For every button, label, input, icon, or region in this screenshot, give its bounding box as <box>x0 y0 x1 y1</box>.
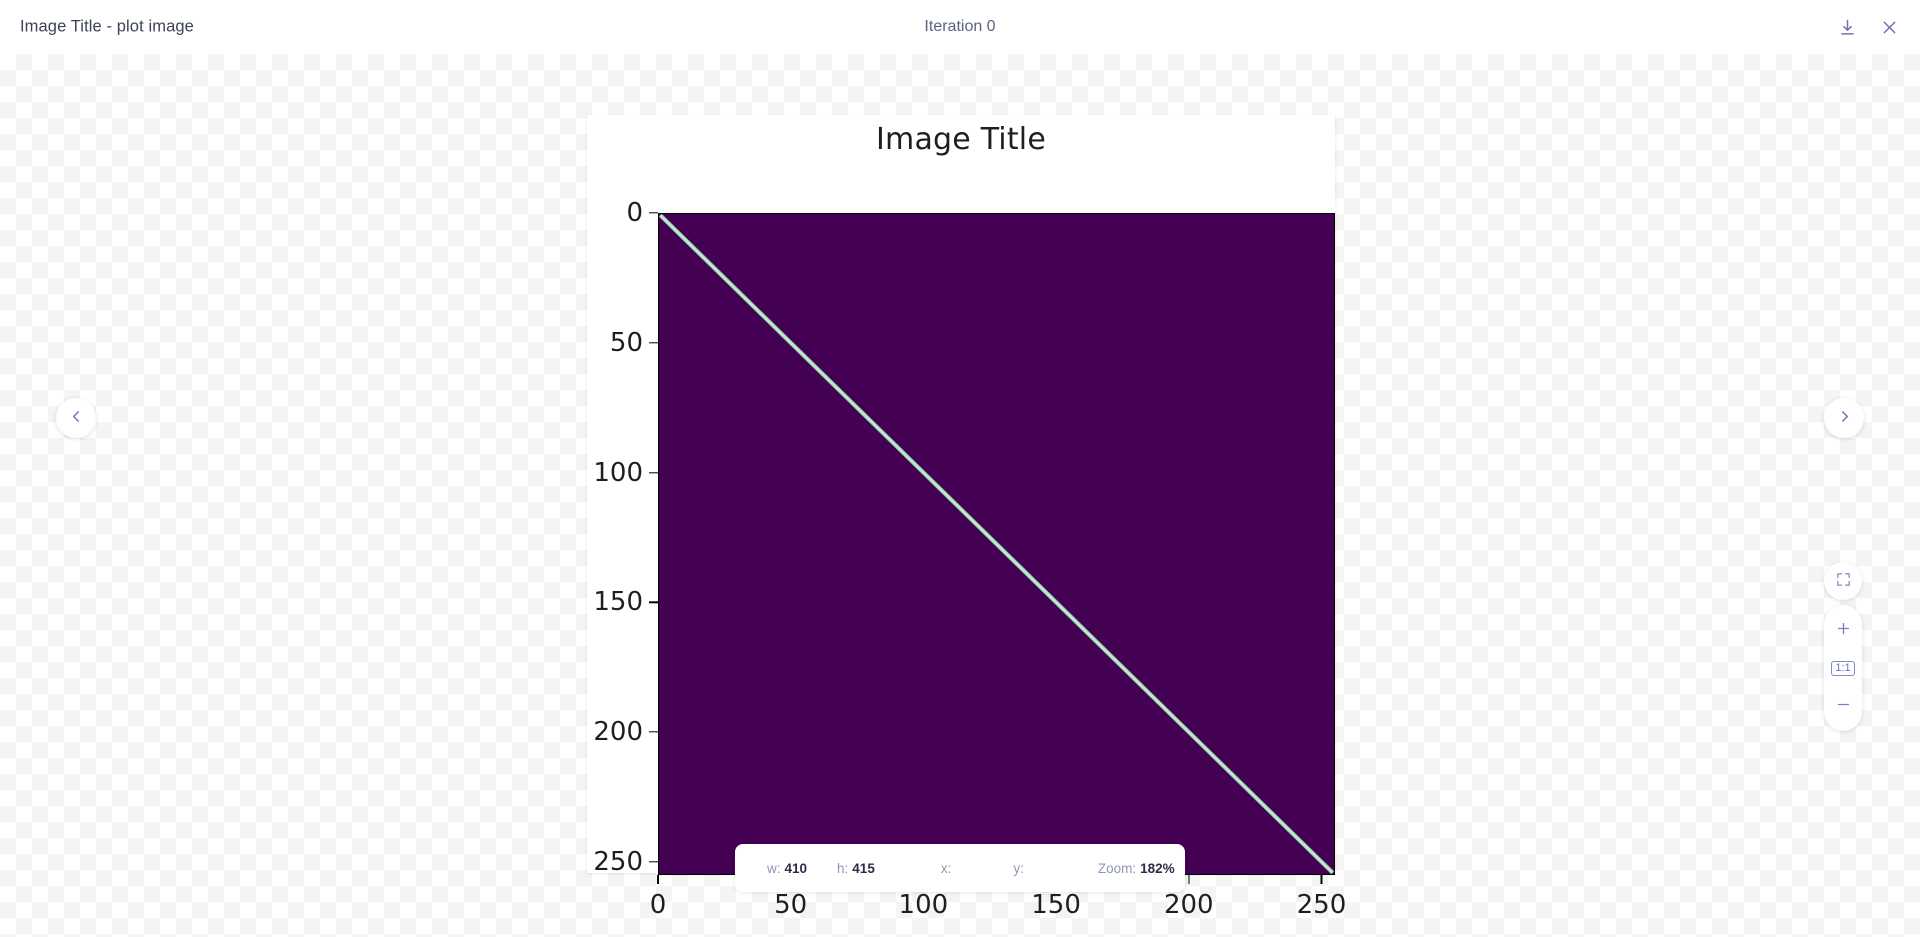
viewer-header: Image Title - plot image Iteration 0 <box>0 0 1920 54</box>
zoom-out-button[interactable] <box>1824 687 1862 725</box>
zoom-controls: 1:1 <box>1824 605 1862 731</box>
status-zoom-value: 182% <box>1140 860 1175 876</box>
chevron-left-icon <box>68 408 85 428</box>
close-button[interactable] <box>1872 10 1906 44</box>
status-width-value: 410 <box>784 860 808 876</box>
status-y: y: <box>1013 861 1028 876</box>
ytick-label: 0 <box>626 198 658 228</box>
status-zoom-key: Zoom: <box>1097 860 1137 876</box>
status-y-key: y: <box>1013 860 1024 876</box>
xtick-label: 200 <box>1164 875 1214 920</box>
heatmap-plot-area <box>658 213 1335 875</box>
previous-image-button[interactable] <box>56 398 96 438</box>
fit-to-screen-button[interactable] <box>1824 562 1862 600</box>
one-to-one-icon: 1:1 <box>1831 660 1855 676</box>
header-actions <box>1830 10 1906 44</box>
close-icon <box>1880 18 1899 37</box>
status-width-key: w: <box>767 860 781 876</box>
xtick-label: 150 <box>1031 875 1081 920</box>
xtick-label: 0 <box>650 875 667 920</box>
xtick-label: 50 <box>774 875 807 920</box>
status-bar: w: 410 h: 415 x: y: Zoom: 182% <box>735 844 1185 892</box>
ytick-label: 50 <box>610 328 658 358</box>
heatmap-image <box>659 214 1334 874</box>
xtick-label: 250 <box>1297 875 1347 920</box>
chart-title: Image Title <box>876 122 1046 157</box>
chart-axes: 0 50 100 150 200 250 0 50 100 150 200 25… <box>593 198 1346 920</box>
status-width: w: 410 <box>767 861 807 876</box>
minus-icon <box>1835 696 1852 716</box>
status-x: x: <box>941 861 956 876</box>
status-height: h: 415 <box>837 861 875 876</box>
page-title: Image Title - plot image <box>20 17 194 36</box>
download-button[interactable] <box>1830 10 1864 44</box>
actual-size-button[interactable]: 1:1 <box>1824 649 1862 687</box>
iteration-label: Iteration 0 <box>924 18 996 35</box>
download-icon <box>1838 18 1857 37</box>
next-image-button[interactable] <box>1824 398 1864 438</box>
status-zoom: Zoom: 182% <box>1098 861 1175 876</box>
zoom-in-button[interactable] <box>1824 611 1862 649</box>
xtick-label: 100 <box>899 875 949 920</box>
ytick-label: 200 <box>593 717 658 747</box>
chevron-right-icon <box>1836 408 1853 428</box>
plus-icon <box>1835 620 1852 640</box>
status-height-value: 415 <box>852 860 875 876</box>
ytick-label: 250 <box>593 847 658 877</box>
status-height-key: h: <box>837 860 849 876</box>
image-canvas[interactable]: Image Title 0 50 100 150 200 250 0 <box>0 54 1920 937</box>
ytick-label: 100 <box>593 458 658 488</box>
fit-to-screen-icon <box>1835 571 1852 591</box>
status-x-key: x: <box>940 860 952 876</box>
plot-image[interactable]: Image Title 0 50 100 150 200 250 0 <box>587 115 1346 920</box>
ytick-label: 150 <box>593 587 658 617</box>
